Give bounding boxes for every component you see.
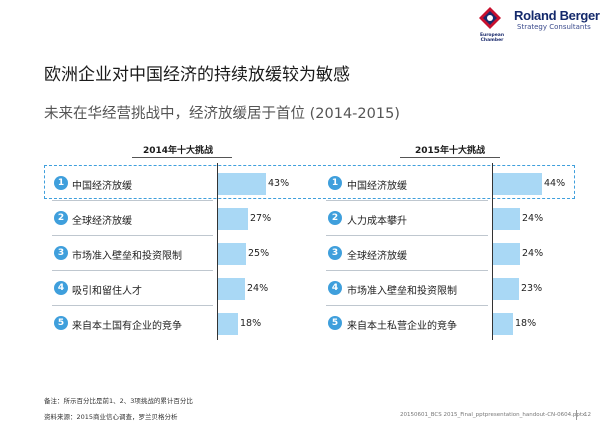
chart-2014-bar <box>218 278 245 300</box>
chart-2014-category-label: 市场准入壁垒和投资限制 <box>72 251 182 262</box>
chart-2015-category-label: 来自本土私营企业的竞争 <box>347 321 457 332</box>
chart-2015-row-divider <box>326 305 488 306</box>
chart-2014-value-label: 24% <box>247 283 269 294</box>
brand-tagline: Strategy Consultants <box>517 23 591 31</box>
page-number: 12 <box>584 412 591 418</box>
chart-2015-value-label: 44% <box>544 178 566 189</box>
chart-2015-category-label: 人力成本攀升 <box>347 216 407 227</box>
chart-2014-rank-badge: 1 <box>54 176 68 190</box>
chart-2014-category-label: 来自本土国有企业的竞争 <box>72 321 182 332</box>
chart-2015-bar <box>493 243 520 265</box>
footnote: 备注：所示百分比是前1、2、3项挑战的累计百分比 <box>44 397 193 405</box>
chart-2014-rank-badge: 2 <box>54 211 68 225</box>
source-note: 资料来源：2015商业信心调查，罗兰贝格分析 <box>44 413 178 421</box>
chart-2015-rank-badge: 1 <box>328 176 342 190</box>
chart-2014-row-divider <box>52 200 213 201</box>
chart-2014-row-divider <box>52 305 213 306</box>
chart-2015-bar <box>493 173 542 195</box>
footer-filename: 20150601_BCS 2015_Final_pptpresentation_… <box>400 412 586 418</box>
chart-2014-title-underline <box>132 157 232 158</box>
chart-2014-bar <box>218 173 266 195</box>
european-chamber-label: European Chamber <box>479 33 505 43</box>
chart-2015-category-label: 中国经济放缓 <box>347 181 407 192</box>
chart-2014-axis-line <box>217 163 218 340</box>
roland-berger-logo: European Chamber Roland Berger Strategy … <box>470 4 610 44</box>
chart-2015-row-divider <box>326 270 488 271</box>
chart-2014-value-label: 25% <box>248 248 270 259</box>
chart-2015-rank-badge: 4 <box>328 281 342 295</box>
chart-2015-title-underline <box>400 157 500 158</box>
chart-2015-row-divider <box>326 235 488 236</box>
chart-2015-value-label: 24% <box>522 213 544 224</box>
chart-2015-category-label: 市场准入壁垒和投资限制 <box>347 286 457 297</box>
chart-2014-bar <box>218 243 246 265</box>
chart-2014-category-label: 吸引和留住人才 <box>72 286 142 297</box>
chart-2014-rank-badge: 3 <box>54 246 68 260</box>
chart-2014-bar <box>218 208 248 230</box>
chart-2014-category-label: 全球经济放缓 <box>72 216 132 227</box>
european-chamber-emblem-icon <box>479 7 501 29</box>
chart-2014-rank-badge: 4 <box>54 281 68 295</box>
chart-2014-row-divider <box>52 235 213 236</box>
chart-2015-rank-badge: 3 <box>328 246 342 260</box>
chart-2015-rank-badge: 5 <box>328 316 342 330</box>
chart-2015-value-label: 24% <box>522 248 544 259</box>
chart-2014-title: 2014年十大挑战 <box>142 146 214 156</box>
highlight-box-top-challenge <box>44 165 575 199</box>
chart-2014-value-label: 18% <box>240 318 262 329</box>
chart-2014-rank-badge: 5 <box>54 316 68 330</box>
chart-2014-row-divider <box>52 270 213 271</box>
chart-2014-bar <box>218 313 238 335</box>
page-title: 欧洲企业对中国经济的持续放缓较为敏感 <box>44 65 350 85</box>
footer-divider <box>576 410 577 420</box>
page-subtitle: 未来在华经营挑战中，经济放缓居于首位 (2014-2015) <box>44 106 400 122</box>
chart-2015-value-label: 23% <box>521 283 543 294</box>
chart-2015-rank-badge: 2 <box>328 211 342 225</box>
chart-2015-axis-line <box>492 163 493 340</box>
chart-2014-value-label: 43% <box>268 178 290 189</box>
chart-2014-value-label: 27% <box>250 213 272 224</box>
chart-2015-value-label: 18% <box>515 318 537 329</box>
chart-2015-title: 2015年十大挑战 <box>414 146 486 156</box>
chart-2015-bar <box>493 278 519 300</box>
chart-2015-bar <box>493 313 513 335</box>
brand-name: Roland Berger <box>514 8 600 23</box>
chart-2014-category-label: 中国经济放缓 <box>72 181 132 192</box>
chart-2015-row-divider <box>326 200 488 201</box>
chart-2015-category-label: 全球经济放缓 <box>347 251 407 262</box>
chart-2015-bar <box>493 208 520 230</box>
